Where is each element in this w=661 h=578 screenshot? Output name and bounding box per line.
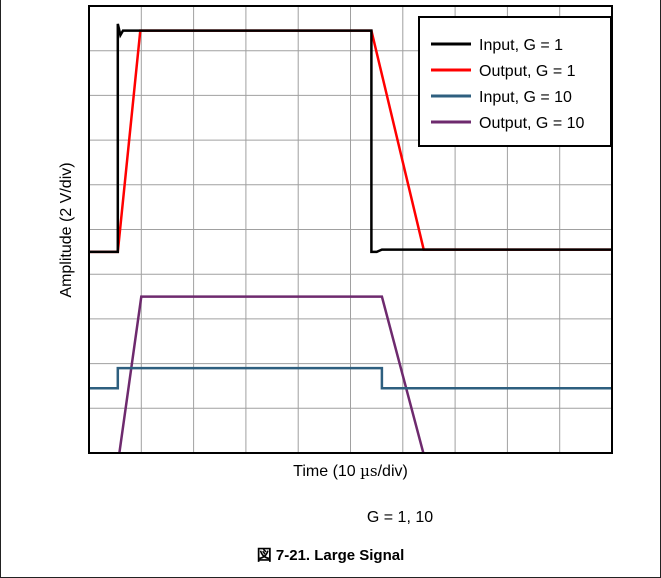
- legend-box: [418, 16, 612, 147]
- legend-label-input-g-10: Input, G = 10: [479, 89, 572, 106]
- grid: [89, 6, 612, 453]
- x-axis-label: Time (10 µs/div): [293, 462, 408, 480]
- series-line-input-g-1: [89, 23, 612, 254]
- series-line-output-g-10: [118, 295, 425, 453]
- test-condition: G = 1, 10: [366, 509, 434, 526]
- plot-area-border: [88, 5, 613, 454]
- series-line-input-g-10: [89, 366, 612, 390]
- legend-label-input-g-1: Input, G = 1: [479, 37, 563, 54]
- series-layer: [89, 23, 612, 453]
- legend-label-output-g-10: Output, G = 10: [479, 115, 585, 132]
- legend-label-output-g-1: Output, G = 1: [479, 63, 576, 80]
- legend: Input, G = 1 Output, G = 1 Input, G = 10 Ou…: [418, 16, 612, 147]
- figure-caption: 図 7-21. Large Signal: [256, 547, 405, 564]
